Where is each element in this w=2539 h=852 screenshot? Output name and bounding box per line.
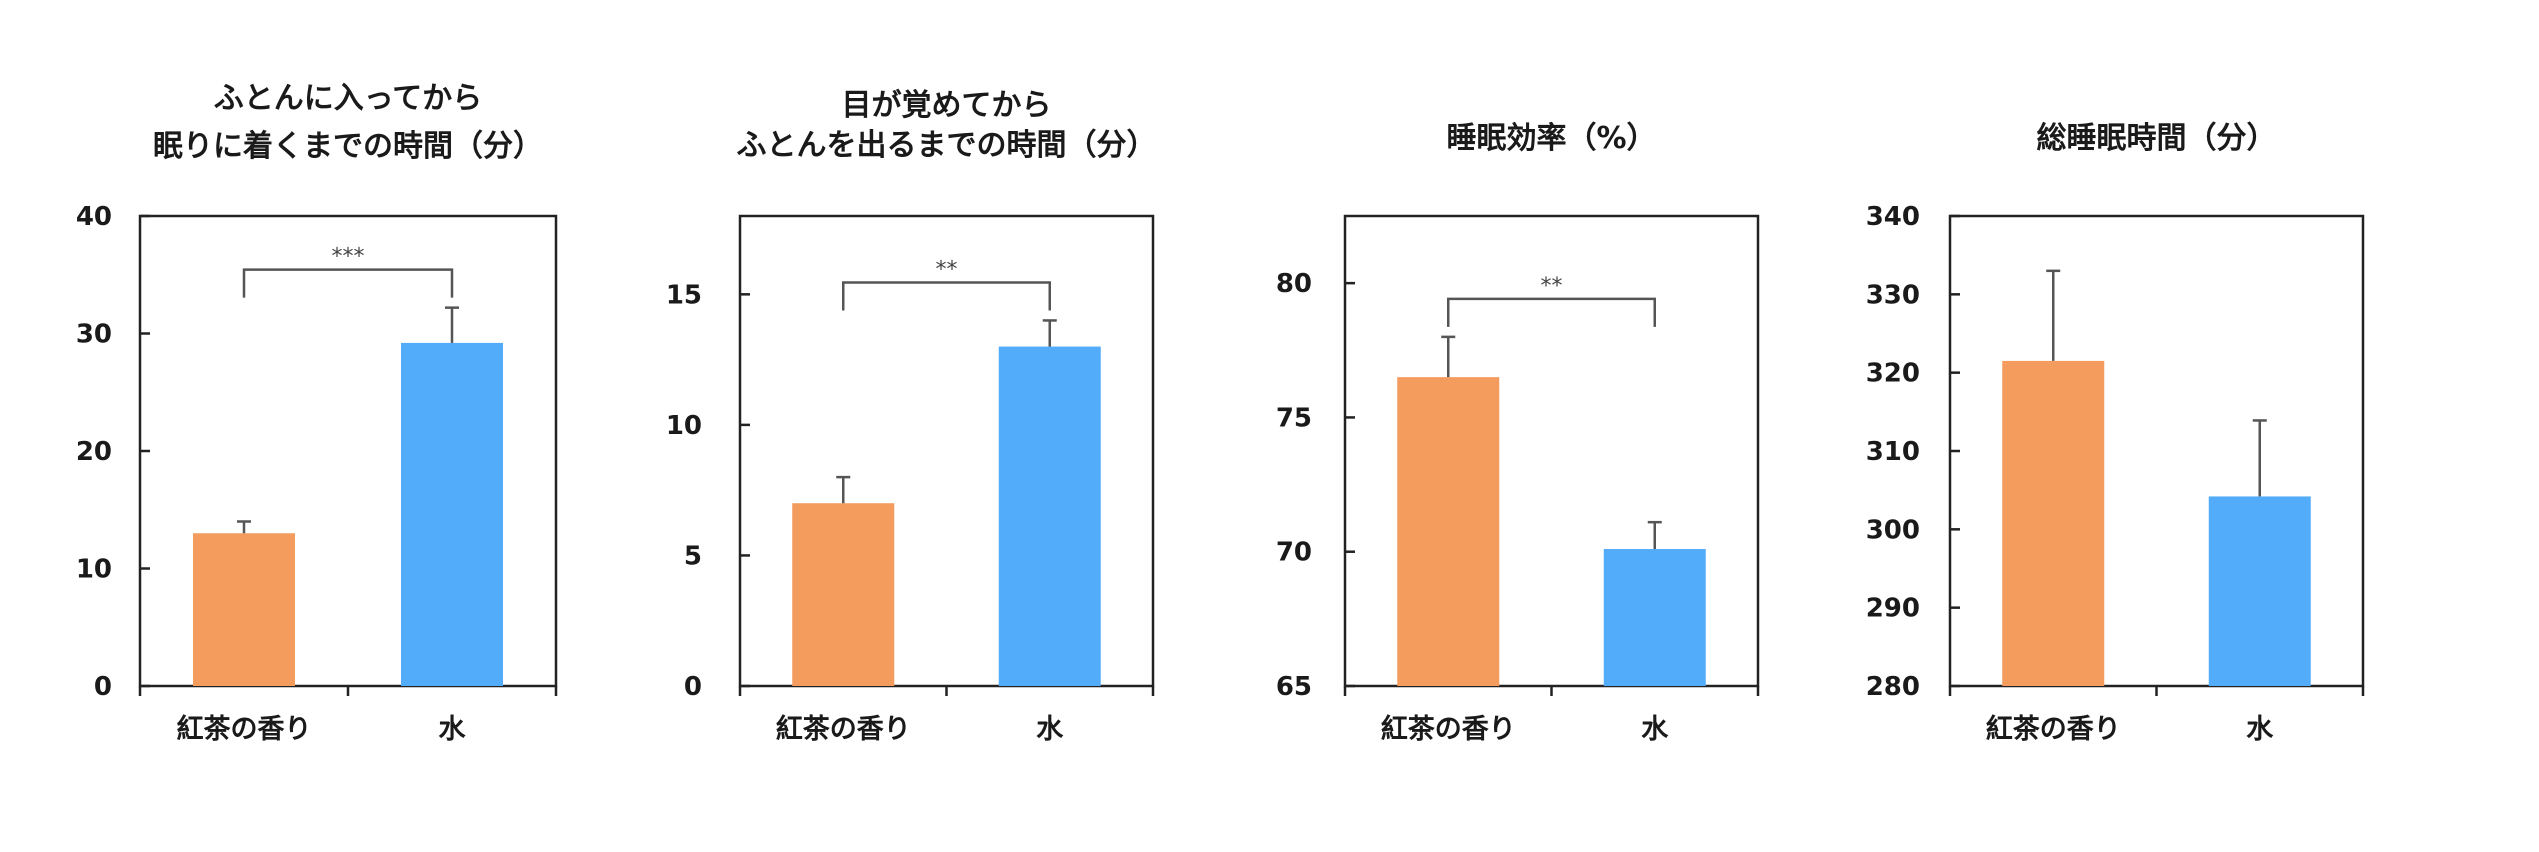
y-tick-label: 15 [666,280,702,310]
y-tick-label: 340 [1866,202,1920,232]
chart-3: 睡眠効率（%） 65 70 75 80 紅茶の香り 水 ** [1276,121,1760,745]
y-tick-label: 70 [1276,538,1312,568]
y-tick-label: 280 [1866,672,1920,702]
y-tick-label: 0 [94,672,112,702]
chart-title-line: ふとんに入ってから [214,81,483,116]
y-tick-label: 20 [76,437,112,467]
y-tick-label: 10 [76,555,112,585]
bar-water [998,346,1101,686]
x-category-label: 水 [1036,714,1064,745]
bar-water [2208,496,2311,686]
y-tick-label: 290 [1866,594,1920,624]
y-tick-label: 40 [76,202,112,232]
y-tick-label: 310 [1866,437,1920,467]
bar-tea [792,503,895,686]
chart-title-line: 総睡眠時間（分） [2037,121,2277,156]
significance-label: ** [1541,274,1563,299]
y-tick-label: 80 [1276,269,1312,299]
y-tick-label: 10 [666,411,702,441]
significance-bracket [1447,297,1656,327]
x-category-label: 紅茶の香り [1986,714,2121,745]
y-tick-label: 75 [1276,403,1312,433]
bar-tea [193,533,295,686]
x-category-label: 水 [439,714,467,745]
y-tick-label: 0 [684,672,702,702]
y-tick-label: 330 [1866,280,1920,310]
significance-label: *** [332,245,365,270]
x-category-label: 紅茶の香り [776,714,911,745]
chart-title-line: 目が覚めてから [842,88,1052,123]
bar-tea [1397,377,1500,686]
y-tick-label: 320 [1866,359,1920,389]
y-tick-label: 65 [1276,672,1312,702]
bar-water [401,342,503,686]
bar-water [1603,549,1706,686]
x-category-label: 紅茶の香り [1381,714,1516,745]
x-category-label: 水 [1641,714,1669,745]
chart-title-line: 眠りに着くまでの時間（分） [153,129,543,164]
significance-bracket [842,281,1051,311]
bar-tea [2002,360,2105,686]
chart-title-line: 睡眠効率（%） [1446,121,1656,156]
chart-4: 総睡眠時間（分） 280 290 300 310 320 330 340 紅茶の香り 水 [1866,121,2365,745]
x-category-label: 紅茶の香り [177,714,312,745]
y-tick-label: 5 [684,541,702,571]
chart-title-line: ふとんを出るまでの時間（分） [737,128,1157,163]
y-tick-label: 30 [76,320,112,350]
y-tick-label: 300 [1866,515,1920,545]
x-category-label: 水 [2246,714,2274,745]
significance-label: ** [936,257,958,282]
significance-bracket [242,268,454,298]
